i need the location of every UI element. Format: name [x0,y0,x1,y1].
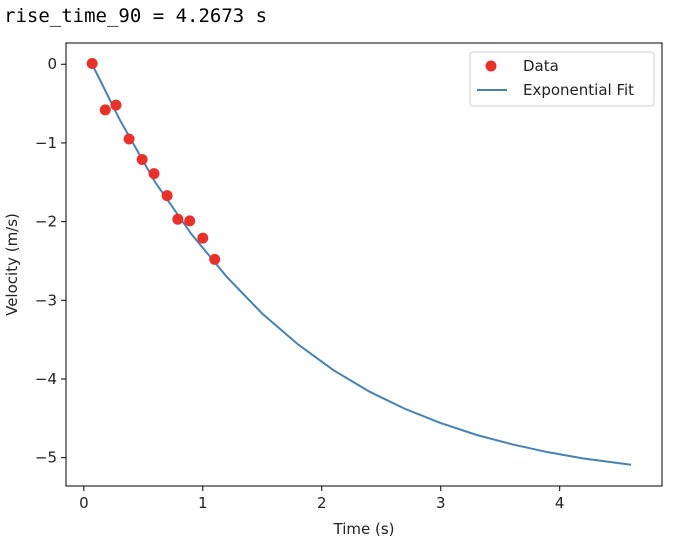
data-point [197,232,209,244]
legend-label-fit: Exponential Fit [523,81,634,99]
y-tick-label: −1 [35,134,57,152]
data-point [136,153,148,165]
legend: Data Exponential Fit [469,51,655,107]
legend-marker-data [485,60,497,72]
legend-box [469,51,655,107]
data-point [99,104,111,116]
data-point [172,213,184,225]
y-axis: 0 −1 −2 −3 −4 −5 [35,55,66,467]
x-axis-label: Time (s) [333,520,395,538]
y-tick-label: −5 [35,449,57,467]
y-tick-label: −4 [35,370,57,388]
data-point [184,215,196,227]
axes-frame [65,42,663,487]
x-tick-label: 2 [317,494,327,512]
data-point [209,253,221,265]
exponential-fit-line [91,63,632,466]
output-text: rise_time_90 = 4.2673 s [4,5,268,27]
x-tick-label: 0 [79,494,89,512]
x-tick-label: 1 [198,494,208,512]
x-tick-label: 4 [555,494,565,512]
y-axis-label: Velocity (m/s) [3,213,21,316]
data-point [86,57,98,69]
y-tick-label: 0 [47,55,57,73]
legend-label-data: Data [523,57,559,75]
y-tick-label: −2 [35,213,57,231]
y-tick-label: −3 [35,291,57,309]
x-tick-label: 3 [436,494,446,512]
data-point [148,168,160,180]
data-point [123,133,135,145]
data-point [110,99,122,111]
x-axis: 0 1 2 3 4 [79,486,564,512]
plot-layer [86,57,632,466]
data-point [161,190,173,202]
